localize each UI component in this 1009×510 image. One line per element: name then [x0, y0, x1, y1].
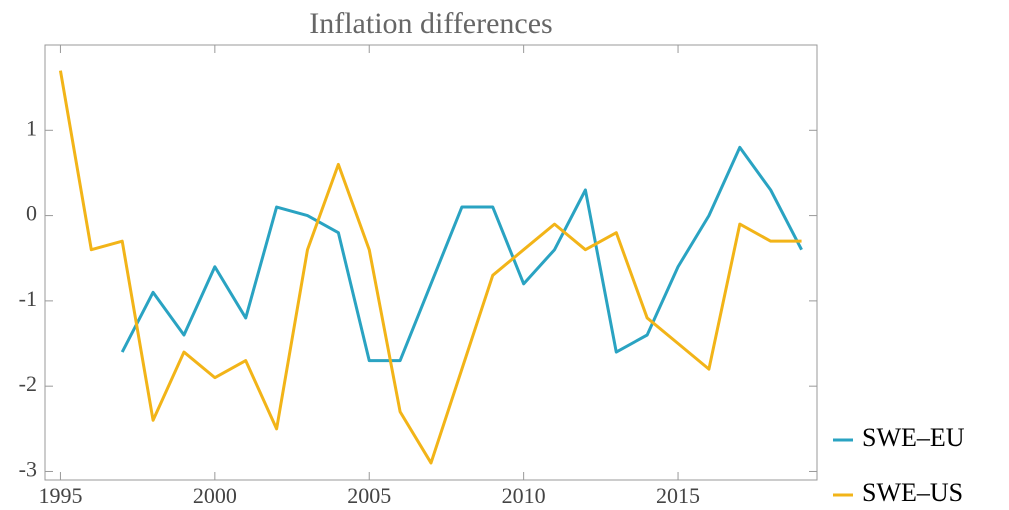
x-tick-label: 1995: [38, 483, 82, 508]
x-tick-label: 2005: [347, 483, 391, 508]
y-tick-label: -3: [19, 457, 37, 482]
line-series: [58, 70, 802, 465]
y-tick-label: 1: [26, 115, 37, 140]
x-tick-label: 2015: [656, 483, 700, 508]
y-tick-label: 0: [26, 201, 37, 226]
line-series: [120, 145, 803, 363]
legend-label: SWE–EU: [862, 423, 965, 452]
chart-title: Inflation differences: [309, 7, 553, 40]
y-tick-label: -2: [19, 371, 37, 396]
plot-frame: [44, 44, 818, 481]
x-tick-label: 2010: [502, 483, 546, 508]
legend-label: SWE–US: [862, 478, 963, 507]
x-tick-label: 2000: [193, 483, 237, 508]
y-tick-label: -1: [19, 286, 37, 311]
